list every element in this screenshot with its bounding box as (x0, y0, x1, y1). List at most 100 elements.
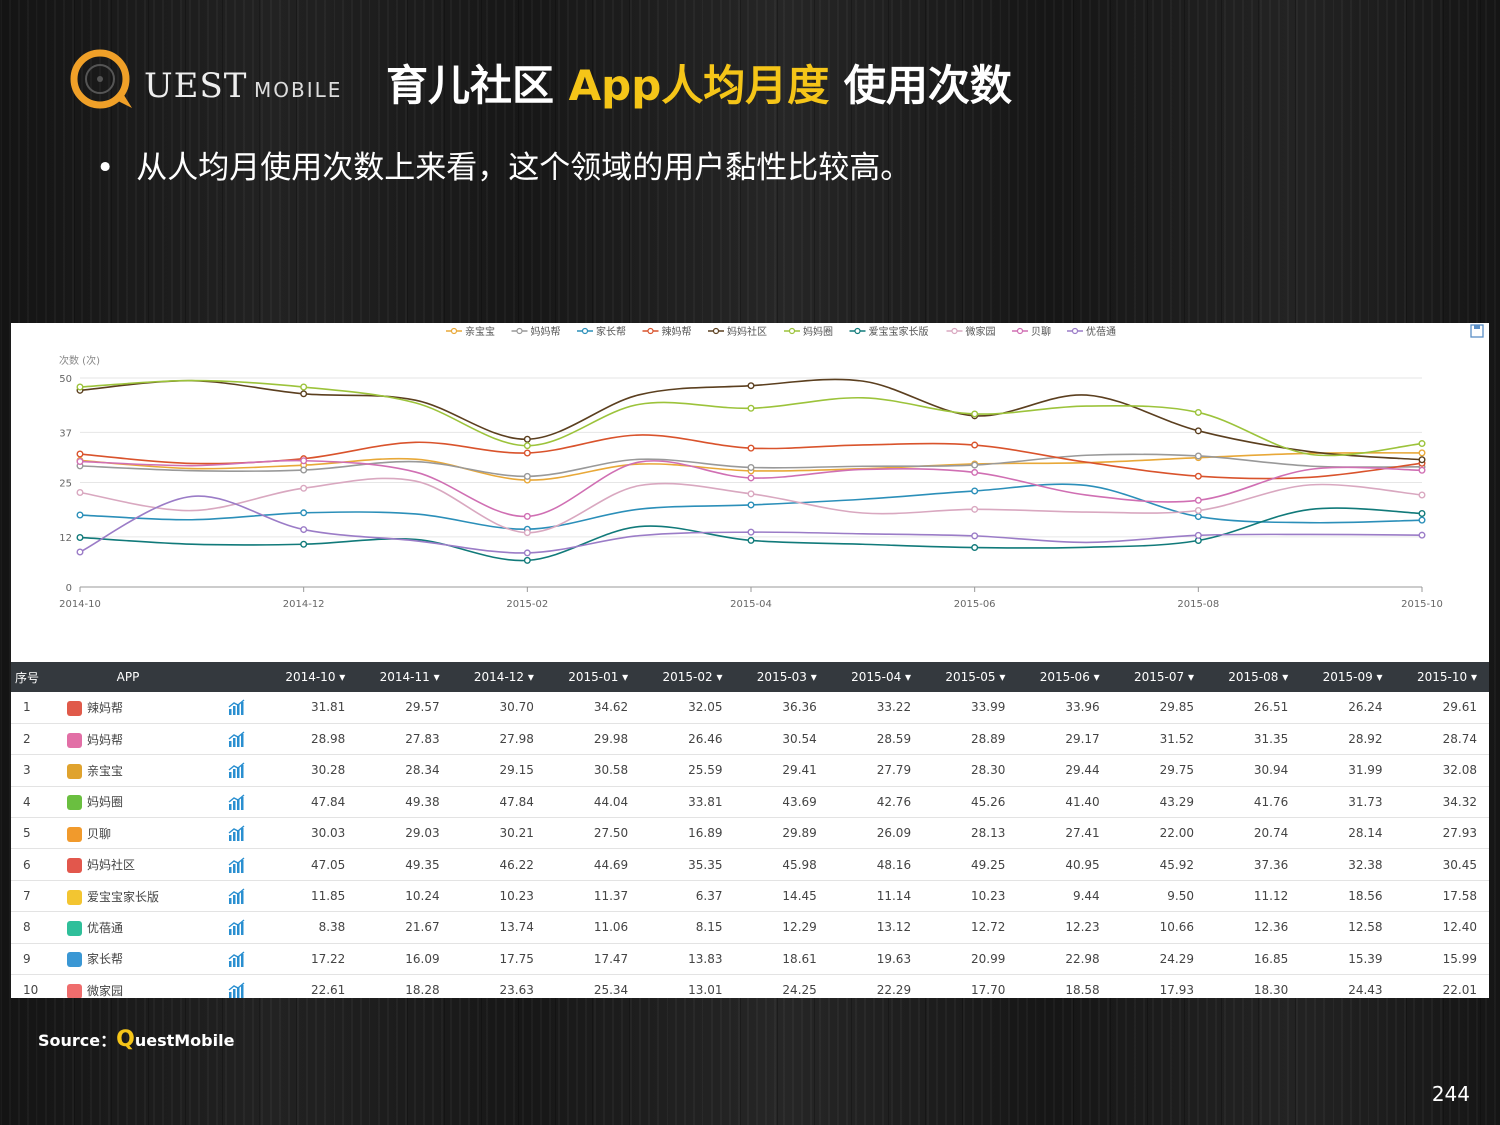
data-point[interactable] (1418, 466, 1426, 474)
data-point[interactable] (1194, 408, 1202, 416)
data-point[interactable] (523, 435, 531, 443)
legend-item[interactable]: 微家园 (946, 325, 996, 338)
data-point[interactable] (523, 556, 531, 564)
header-month[interactable]: 2015-04 ▾ (851, 670, 912, 684)
data-point[interactable] (747, 536, 755, 544)
header-month[interactable]: 2015-07 ▾ (1133, 670, 1194, 684)
data-point[interactable] (76, 488, 84, 496)
data-point[interactable] (300, 484, 308, 492)
header-month[interactable]: 2015-09 ▾ (1322, 670, 1383, 684)
data-point[interactable] (523, 549, 531, 557)
data-point[interactable] (300, 509, 308, 517)
data-point[interactable] (300, 383, 308, 391)
data-point[interactable] (971, 461, 979, 469)
row-value: 22.98 (1065, 951, 1100, 966)
trend-chart-icon[interactable] (228, 699, 246, 716)
data-point[interactable] (1418, 516, 1426, 524)
data-point[interactable] (300, 466, 308, 474)
data-point[interactable] (300, 390, 308, 398)
save-image-icon[interactable] (1470, 324, 1484, 338)
header-month[interactable]: 2015-06 ▾ (1039, 670, 1100, 684)
data-point[interactable] (1418, 491, 1426, 499)
data-point[interactable] (300, 457, 308, 465)
data-point[interactable] (1418, 440, 1426, 448)
legend-item[interactable]: 贝聊 (1012, 325, 1051, 338)
header-month[interactable]: 2014-11 ▾ (379, 670, 440, 684)
header-month[interactable]: 2015-08 ▾ (1228, 670, 1289, 684)
data-point[interactable] (747, 444, 755, 452)
row-value: 13.01 (688, 983, 723, 998)
data-point[interactable] (523, 442, 531, 450)
header-month[interactable]: 2014-12 ▾ (473, 670, 534, 684)
trend-chart-icon[interactable] (228, 731, 246, 748)
legend-item[interactable]: 爱宝宝家长版 (849, 325, 929, 338)
data-point[interactable] (1194, 496, 1202, 504)
legend-label: 优蓓通 (1086, 325, 1116, 338)
header-month[interactable]: 2015-01 ▾ (568, 670, 629, 684)
x-tick-label: 2014-12 (283, 599, 325, 610)
header-month[interactable]: 2014-10 ▾ (285, 670, 346, 684)
header-month[interactable]: 2015-02 ▾ (662, 670, 723, 684)
data-point[interactable] (523, 529, 531, 537)
data-point[interactable] (747, 528, 755, 536)
data-point[interactable] (971, 468, 979, 476)
data-point[interactable] (971, 410, 979, 418)
data-point[interactable] (1418, 456, 1426, 464)
data-point[interactable] (1194, 531, 1202, 539)
data-point[interactable] (971, 532, 979, 540)
data-point[interactable] (747, 474, 755, 482)
trend-chart-icon[interactable] (228, 794, 246, 810)
data-point[interactable] (523, 512, 531, 520)
data-point[interactable] (1194, 513, 1202, 521)
data-point[interactable] (1418, 449, 1426, 457)
trend-chart-icon[interactable] (228, 825, 246, 842)
data-point[interactable] (76, 548, 84, 556)
trend-chart-icon[interactable] (228, 857, 246, 873)
trend-chart-icon[interactable] (228, 919, 246, 936)
data-point[interactable] (76, 450, 84, 458)
legend-item[interactable]: 优蓓通 (1067, 325, 1116, 338)
legend-item[interactable]: 妈妈圈 (784, 325, 833, 338)
data-point[interactable] (747, 382, 755, 390)
data-point[interactable] (300, 526, 308, 534)
row-trend (210, 786, 263, 817)
data-point[interactable] (747, 501, 755, 509)
data-point[interactable] (523, 472, 531, 480)
trend-chart-icon[interactable] (228, 888, 246, 905)
legend-item[interactable]: 妈妈社区 (708, 325, 767, 338)
legend-label: 妈妈社区 (727, 325, 767, 338)
trend-chart-icon[interactable] (228, 982, 246, 998)
data-point[interactable] (747, 404, 755, 412)
header-month[interactable]: 2015-03 ▾ (756, 670, 817, 684)
row-value: 33.96 (1065, 700, 1100, 715)
legend-item[interactable]: 辣妈帮 (642, 325, 692, 338)
data-point[interactable] (971, 544, 979, 552)
data-point[interactable] (300, 540, 308, 548)
data-point[interactable] (1194, 452, 1202, 460)
legend-item[interactable]: 亲宝宝 (446, 325, 495, 338)
data-point[interactable] (971, 441, 979, 449)
header-month[interactable]: 2015-10 ▾ (1417, 670, 1477, 684)
data-point[interactable] (1418, 510, 1426, 518)
data-point[interactable] (747, 490, 755, 498)
trend-chart-icon[interactable] (228, 951, 246, 967)
y-axis-label: 次数 (次) (59, 354, 100, 367)
trend-chart-icon[interactable] (228, 762, 246, 779)
data-point[interactable] (1194, 507, 1202, 515)
header-month[interactable]: 2015-05 ▾ (945, 670, 1006, 684)
row-value: 31.73 (1348, 794, 1383, 809)
data-point[interactable] (1418, 531, 1426, 539)
data-point[interactable] (747, 463, 755, 471)
data-point[interactable] (76, 457, 84, 465)
legend-item[interactable]: 妈妈帮 (511, 325, 561, 338)
legend-marker (854, 327, 861, 335)
data-point[interactable] (76, 533, 84, 541)
data-point[interactable] (1194, 472, 1202, 480)
data-point[interactable] (76, 383, 84, 391)
data-point[interactable] (1194, 427, 1202, 435)
legend-item[interactable]: 家长帮 (577, 325, 626, 338)
data-point[interactable] (523, 449, 531, 457)
data-point[interactable] (971, 505, 979, 513)
data-point[interactable] (76, 511, 84, 519)
data-point[interactable] (971, 487, 979, 495)
